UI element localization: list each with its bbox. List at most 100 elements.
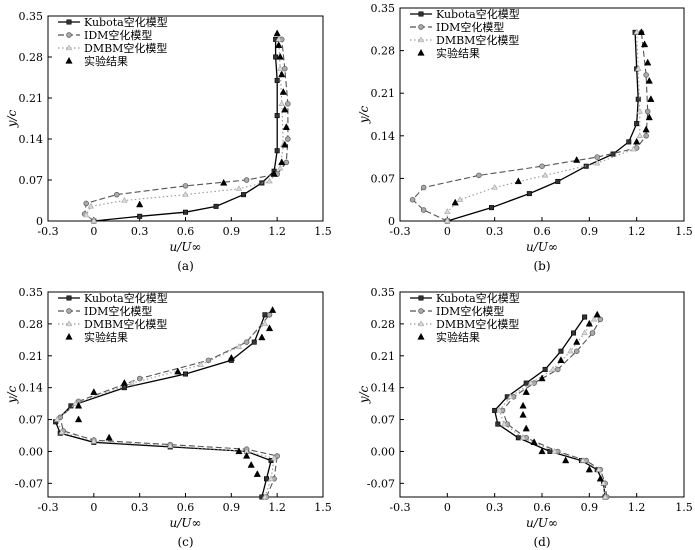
series-marker [597, 316, 604, 323]
series-marker [542, 366, 548, 372]
series-marker [277, 65, 284, 71]
panel-d: -0.3 0 0.3 0.6 0.9 1.2 1.5 -0.07 0.00 0.07 0.14 0.2… [357, 286, 693, 549]
series-marker [476, 172, 482, 179]
experiment-point [642, 125, 650, 133]
x-tick-label: 1.5 [675, 225, 693, 238]
series-marker [267, 475, 275, 481]
y-tick-label: 0.21 [19, 92, 44, 105]
y-tick-label: 0 [388, 215, 395, 228]
x-tick-label: 0.3 [131, 501, 149, 514]
experiment-point [242, 451, 251, 459]
series-marker [541, 171, 549, 178]
legend-marker [66, 295, 72, 301]
series-marker [634, 121, 640, 127]
y-tick-label: 0 [36, 215, 43, 228]
series-marker [90, 437, 98, 444]
series-marker [251, 339, 257, 345]
series-marker [590, 315, 598, 322]
series-marker [128, 379, 136, 386]
x-tick-label: 1.2 [268, 501, 286, 514]
series-marker [278, 100, 285, 107]
series-marker [137, 213, 143, 219]
series-line [56, 323, 275, 498]
series-marker [515, 435, 521, 441]
y-tick-label: 0.00 [371, 445, 396, 458]
series-marker [87, 202, 94, 209]
series-marker [205, 357, 212, 364]
legend-label: 实验结果 [84, 54, 128, 68]
y-axis-label: y/c [357, 385, 371, 404]
series-marker [58, 428, 65, 435]
series-marker [243, 177, 250, 183]
series-marker [456, 196, 464, 202]
experiment-point [278, 158, 286, 166]
series-marker [539, 163, 545, 169]
series-marker [635, 96, 641, 102]
legend-marker [417, 48, 425, 56]
series-marker [635, 65, 642, 72]
series-marker [594, 154, 600, 160]
y-tick-label: 0.14 [19, 133, 44, 146]
series-marker [555, 178, 561, 184]
x-tick-label: 0.9 [581, 225, 599, 238]
experiment-point [647, 95, 655, 102]
series-marker [266, 177, 273, 184]
legend-marker [65, 332, 73, 340]
y-tick-label: 0.21 [19, 350, 44, 363]
y-tick-label: 0.28 [371, 318, 396, 331]
panel-a: -0.3 0 0.3 0.6 0.9 1.2 1.500.070.140.210.280.3… [5, 10, 332, 273]
experiment-point [253, 470, 261, 477]
x-tick-label: 1.5 [675, 501, 693, 514]
series-marker [266, 312, 273, 318]
y-axis-label: y/c [5, 385, 19, 404]
y-tick-label: 0.21 [371, 87, 396, 100]
y-tick-label: -0.07 [15, 477, 43, 490]
series-marker [420, 207, 427, 213]
panel-caption: (c) [177, 535, 193, 549]
legend-marker [65, 56, 73, 64]
series-marker [567, 347, 574, 354]
series-marker [444, 208, 451, 215]
series-marker [551, 447, 558, 454]
y-tick-label: 0.07 [371, 414, 396, 427]
experiment-point [522, 424, 530, 432]
series-line [85, 39, 284, 222]
y-tick-label: 0.07 [19, 414, 44, 427]
experiment-point [247, 460, 255, 468]
series-marker [409, 196, 416, 203]
series-line [498, 318, 606, 498]
experiment-point [644, 58, 652, 66]
x-tick-label: 0.9 [223, 501, 241, 514]
series-marker [277, 164, 284, 171]
experiment-point [645, 113, 653, 121]
legend-label: DMBM空化模型 [84, 317, 167, 331]
legend-label: DMBM空化模型 [84, 41, 167, 55]
y-tick-label: 0.35 [19, 286, 44, 299]
panel-c: -0.3 0 0.3 0.6 0.9 1.2 1.5 -0.07 0.00 0.07 0.14 0.2… [5, 286, 332, 549]
legend-label: Kubota空化模型 [84, 291, 168, 305]
legend-label: IDM空化模型 [436, 20, 504, 34]
series-marker [263, 476, 269, 482]
series-marker [167, 442, 174, 449]
series-marker [527, 379, 535, 386]
series-marker [526, 191, 532, 197]
series-marker [282, 65, 288, 72]
y-tick-label: 0.07 [371, 172, 396, 185]
series-marker [270, 454, 278, 461]
experiment-point [90, 388, 98, 395]
panel-caption: (a) [177, 259, 194, 273]
series-marker [53, 416, 61, 422]
x-tick-label: -0.3 [389, 501, 410, 514]
legend-marker [417, 320, 425, 327]
x-tick-label: -0.3 [37, 225, 58, 238]
experiment-point [519, 401, 527, 409]
series-marker [136, 375, 143, 382]
y-tick-label: 0.35 [371, 286, 396, 299]
legend-marker [66, 19, 72, 25]
legend-marker [66, 32, 72, 38]
legend-label: 实验结果 [84, 330, 128, 344]
series-marker [491, 184, 498, 190]
experiment-point [278, 70, 286, 78]
experiment-point [282, 123, 290, 130]
series-line [447, 32, 639, 222]
